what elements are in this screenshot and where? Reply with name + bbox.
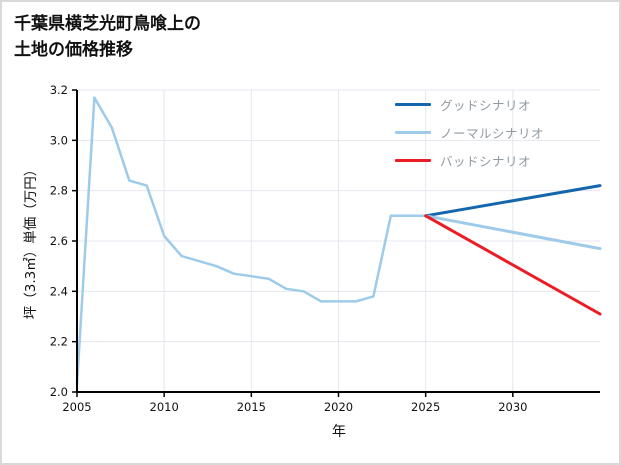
bad-scenario-line — [424, 214, 602, 316]
chart-title-line1: 千葉県横芝光町鳥喰上の — [14, 14, 201, 34]
y-tick-label: 2.8 — [50, 184, 68, 198]
legend-label-normal-scenario: ノーマルシナリオ — [440, 126, 545, 141]
x-tick-label: 2020 — [324, 400, 353, 414]
x-tick-label: 2025 — [411, 400, 440, 414]
x-tick-label: 2030 — [498, 400, 527, 414]
legend-item-normal-scenario: ノーマルシナリオ — [395, 123, 544, 142]
y-tick-label: 3.2 — [50, 83, 68, 97]
legend-label-good-scenario: グッドシナリオ — [440, 98, 532, 113]
y-axis-label: 坪（3.3㎡）単価（万円） — [23, 162, 39, 320]
x-tick-label: 2015 — [237, 400, 266, 414]
history-line — [75, 96, 427, 386]
y-tick-label: 2.0 — [50, 385, 68, 399]
legend-item-good-scenario: グッドシナリオ — [395, 95, 544, 114]
chart-title-line2: 土地の価格推移 — [14, 39, 133, 60]
good-scenario-line-swatch — [395, 103, 431, 106]
bad-scenario-line-swatch — [395, 159, 431, 162]
normal-scenario-line-swatch — [395, 131, 431, 134]
chart-title: 千葉県横芝光町鳥喰上の 土地の価格推移 — [14, 12, 201, 63]
normal-scenario-line — [424, 214, 602, 251]
legend: グッドシナリオ ノーマルシナリオ バッドシナリオ — [395, 95, 544, 170]
x-tick-label: 2005 — [62, 400, 91, 414]
y-tick-label: 3.0 — [50, 133, 68, 147]
y-tick-label: 2.6 — [50, 234, 68, 248]
x-axis-label: 年 — [332, 424, 346, 440]
y-tick-label: 2.2 — [50, 335, 68, 349]
legend-label-bad-scenario: バッドシナリオ — [440, 154, 532, 169]
y-tick-label: 2.4 — [50, 284, 68, 298]
good-scenario-line — [424, 184, 602, 218]
x-tick-label: 2010 — [150, 400, 179, 414]
legend-item-bad-scenario: バッドシナリオ — [395, 151, 544, 170]
